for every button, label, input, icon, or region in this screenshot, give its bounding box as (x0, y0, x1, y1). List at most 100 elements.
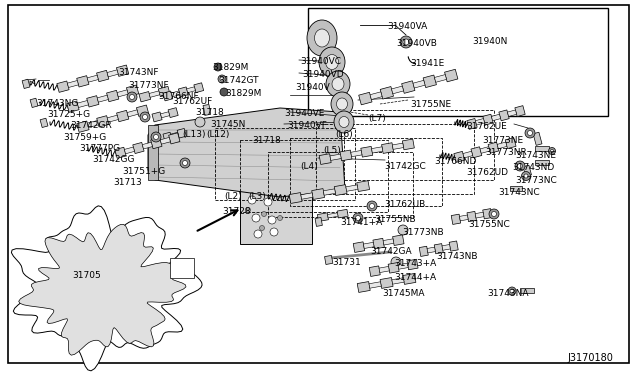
Polygon shape (19, 224, 186, 355)
Text: 31773NR: 31773NR (485, 148, 527, 157)
Polygon shape (127, 85, 139, 96)
Text: 31773NC: 31773NC (515, 176, 557, 185)
Text: 31940VC: 31940VC (300, 57, 341, 66)
Text: 31762UE: 31762UE (466, 122, 507, 131)
Text: 31743NE: 31743NE (515, 151, 556, 160)
Polygon shape (171, 132, 179, 138)
Circle shape (246, 208, 250, 212)
Circle shape (391, 257, 401, 267)
Text: 31713: 31713 (113, 178, 141, 187)
Polygon shape (315, 218, 323, 227)
Polygon shape (77, 76, 89, 87)
Polygon shape (358, 92, 372, 105)
Polygon shape (124, 147, 134, 154)
Polygon shape (488, 142, 499, 153)
Text: 31940VE: 31940VE (284, 109, 324, 118)
Bar (170, 258, 194, 278)
Circle shape (550, 150, 554, 153)
Polygon shape (30, 98, 38, 108)
Circle shape (220, 88, 228, 96)
Polygon shape (388, 263, 399, 273)
Text: (L5): (L5) (323, 146, 340, 155)
Polygon shape (392, 86, 404, 94)
Polygon shape (381, 143, 394, 153)
Text: 31731: 31731 (332, 258, 361, 267)
Text: 31718: 31718 (195, 108, 224, 117)
Polygon shape (194, 83, 204, 93)
Text: 31742GR: 31742GR (70, 121, 112, 130)
Polygon shape (87, 75, 99, 82)
Polygon shape (392, 143, 404, 150)
Text: 31705: 31705 (72, 271, 100, 280)
Text: 31940V: 31940V (295, 83, 330, 92)
Circle shape (254, 230, 262, 238)
Polygon shape (403, 273, 416, 284)
Text: 31743NG: 31743NG (36, 99, 78, 108)
Text: 31940N: 31940N (472, 37, 508, 46)
Polygon shape (380, 87, 394, 99)
Polygon shape (317, 213, 328, 221)
Polygon shape (337, 209, 348, 218)
Polygon shape (77, 121, 89, 132)
Polygon shape (380, 278, 393, 288)
Text: 31773NE: 31773NE (482, 136, 523, 145)
Polygon shape (97, 116, 109, 127)
Polygon shape (107, 90, 119, 102)
Circle shape (508, 287, 516, 295)
Polygon shape (12, 206, 202, 371)
Circle shape (524, 174, 528, 178)
Circle shape (195, 117, 205, 127)
Polygon shape (132, 142, 144, 154)
Polygon shape (127, 110, 138, 117)
Polygon shape (379, 266, 389, 273)
Text: 31766NF: 31766NF (158, 92, 198, 101)
Text: (L3): (L3) (248, 192, 266, 201)
Polygon shape (523, 165, 531, 176)
Text: 31745MA: 31745MA (382, 289, 424, 298)
Polygon shape (483, 209, 492, 219)
Polygon shape (117, 90, 128, 97)
Circle shape (403, 39, 409, 45)
Polygon shape (40, 118, 48, 128)
Polygon shape (330, 154, 341, 160)
Circle shape (262, 212, 266, 217)
Bar (316, 124, 474, 194)
Text: 31743NC: 31743NC (498, 188, 540, 197)
Text: 31940VA: 31940VA (387, 22, 428, 31)
Circle shape (268, 216, 276, 224)
Polygon shape (483, 114, 493, 125)
Text: 31940VD: 31940VD (302, 70, 344, 79)
Circle shape (270, 228, 278, 236)
Polygon shape (142, 142, 152, 149)
Polygon shape (187, 87, 195, 93)
Polygon shape (340, 150, 352, 161)
Circle shape (522, 171, 531, 180)
Polygon shape (328, 213, 338, 218)
Text: 31941E: 31941E (410, 59, 444, 68)
Circle shape (127, 92, 137, 102)
Polygon shape (136, 105, 148, 116)
Polygon shape (403, 139, 414, 150)
Circle shape (248, 196, 256, 204)
Polygon shape (497, 142, 507, 149)
Polygon shape (364, 242, 374, 248)
Polygon shape (423, 75, 436, 87)
Text: 31829M: 31829M (212, 63, 248, 72)
Polygon shape (203, 105, 211, 115)
Polygon shape (168, 108, 178, 118)
Polygon shape (57, 81, 69, 92)
Polygon shape (22, 79, 30, 89)
Text: (L6): (L6) (335, 130, 353, 139)
Polygon shape (357, 282, 370, 292)
Circle shape (278, 215, 282, 221)
Polygon shape (351, 150, 362, 157)
Bar (344, 110, 494, 180)
Polygon shape (480, 147, 490, 153)
Text: 31745N: 31745N (210, 120, 245, 129)
Ellipse shape (314, 29, 330, 47)
Bar (240, 140, 388, 212)
Polygon shape (383, 239, 394, 245)
Circle shape (367, 201, 377, 211)
Polygon shape (77, 100, 88, 108)
Polygon shape (510, 186, 522, 190)
